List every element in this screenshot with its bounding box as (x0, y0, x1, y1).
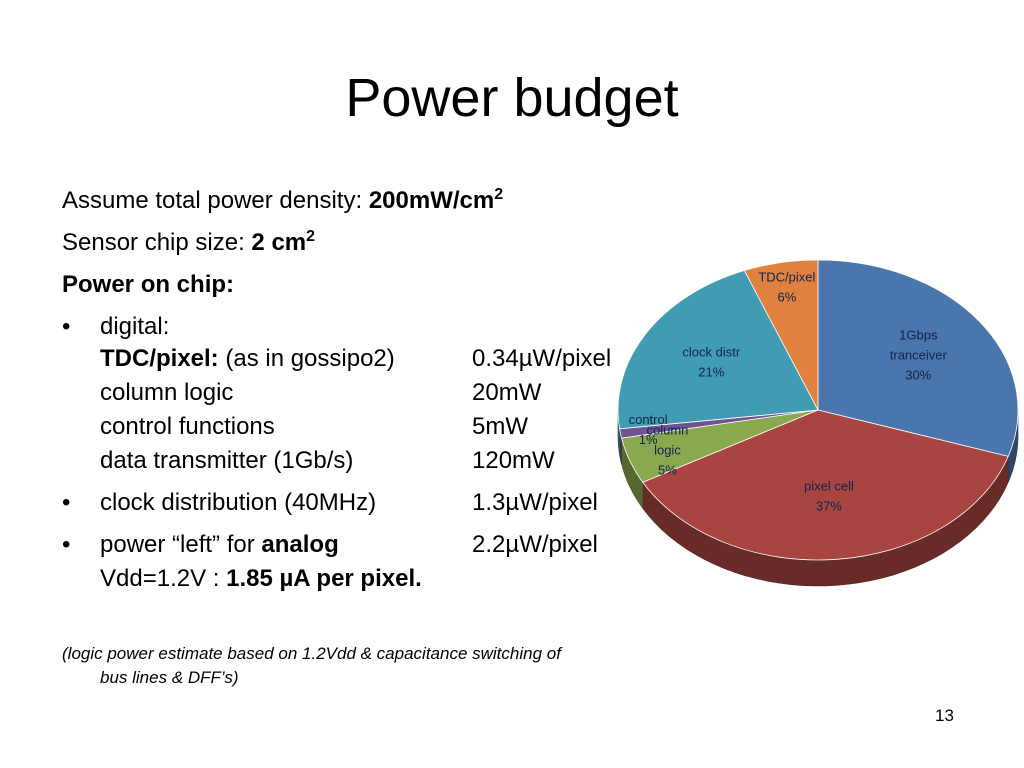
chip-size-unit-sup: 2 (306, 228, 316, 245)
vdd-label: Vdd=1.2V : (100, 565, 227, 592)
clock-distribution-value: 1.3µW/pixel (472, 489, 598, 516)
chip-size-value: 2 cm (251, 229, 307, 256)
power-left-label: power “left” for (100, 531, 262, 558)
slide-title: Power budget (345, 68, 679, 128)
power-density-value: 200mW/cm (368, 187, 495, 214)
power-pie-chart: 1Gbps tranceiver 30% pixel cell 37% column log… (617, 259, 1019, 587)
digital-label: digital: (100, 313, 170, 340)
power-density-label: Assume total power density: (62, 187, 369, 214)
pie-slice-pixel-cell (642, 409, 1009, 561)
power-left-analog: analog (261, 531, 339, 558)
data-transmitter-label: data transmitter (1Gb/s) (100, 447, 354, 474)
pie-label-tdc-pixel: TDC/pixel 6% (758, 270, 815, 305)
chip-size-label: Sensor chip size: (62, 229, 252, 256)
chip-size-line: Sensor chip size: 2 cm2 (62, 228, 315, 258)
control-functions-value: 5mW (472, 413, 528, 440)
pie-label-control: control 1% (629, 412, 668, 447)
column-logic-value: 20mW (472, 379, 542, 406)
power-density-line: Assume total power density: 200mW/cm2 (62, 186, 503, 216)
tdc-row: TDC/pixel: (as in gossipo2) (100, 344, 395, 374)
pie-slice-1gbps-tranceiver (817, 259, 1019, 457)
tdc-value: 0.34µW/pixel (472, 345, 612, 372)
tdc-note: (as in gossipo2) (218, 345, 395, 372)
pie-label-column-logic: column logic 5% (646, 423, 688, 478)
power-left-value: 2.2µW/pixel (472, 531, 598, 558)
vdd-current-value: 1.85 µA per pixel. (226, 565, 422, 592)
pie-label-clock-distr: clock distr 21% (682, 345, 740, 380)
clock-distribution-label: clock distribution (40MHz) (100, 489, 377, 516)
pie-slices (617, 259, 1019, 561)
pie-slice-tdc-pixel (743, 259, 819, 411)
tdc-label: TDC/pixel: (100, 345, 219, 372)
control-functions-label: control functions (100, 413, 275, 440)
footnote-line2: bus lines & DFF’s) (100, 668, 239, 687)
bullet-digital: • (62, 313, 71, 340)
pie-slice-clock-distr (617, 270, 819, 430)
bullet-power-left: • (62, 531, 71, 558)
power-left-row: power “left” for analog (100, 530, 339, 560)
power-on-chip-heading: Power on chip: (62, 271, 235, 298)
page-number: 13 (935, 706, 954, 725)
pie-label-pixel-cell: pixel cell 37% (804, 479, 854, 514)
data-transmitter-value: 120mW (472, 447, 555, 474)
pie-label-1gbps-tranceiver: 1Gbps tranceiver 30% (890, 327, 948, 382)
vdd-row: Vdd=1.2V : 1.85 µA per pixel. (100, 564, 422, 594)
power-density-unit-sup: 2 (494, 186, 504, 203)
footnote-line1: (logic power estimate based on 1.2Vdd & … (62, 644, 561, 663)
column-logic-label: column logic (100, 379, 234, 406)
bullet-clock: • (62, 489, 71, 516)
pie-labels: 1Gbps tranceiver 30% pixel cell 37% column log… (629, 270, 948, 514)
